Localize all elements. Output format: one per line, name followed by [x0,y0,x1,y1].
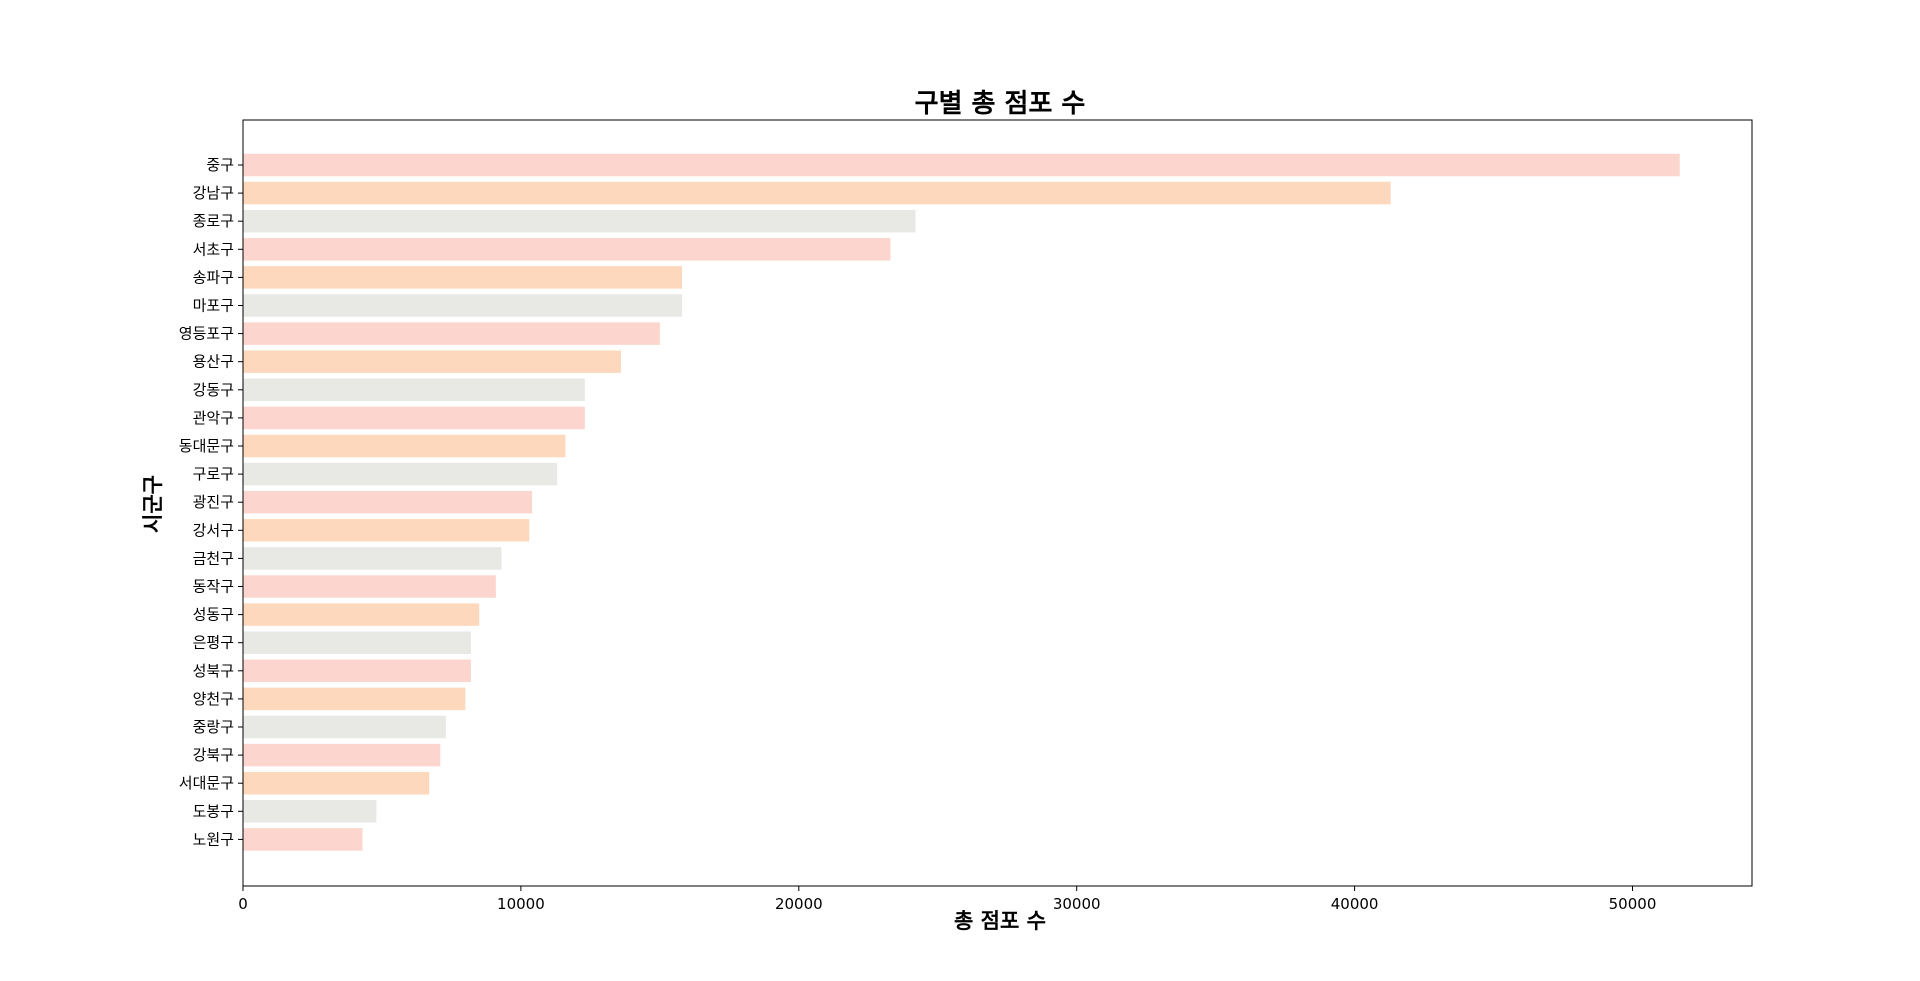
x-axis-label: 총 점포 수 [954,909,1046,933]
x-tick-label: 20000 [775,895,823,913]
category-label: 양천구 [193,690,234,708]
category-label: 노원구 [193,830,234,848]
category-label: 성동구 [193,606,234,624]
bar [243,800,377,823]
bar [243,294,683,317]
bar [243,490,533,514]
bar [243,181,1391,205]
bar [243,687,466,711]
bar [243,603,480,626]
category-label: 서대문구 [179,774,234,792]
bar [243,659,471,683]
category-label: 금천구 [193,549,234,567]
bar [243,828,363,851]
category-label: 은평구 [193,634,234,652]
x-tick-label: 0 [238,895,248,913]
category-label: 동대문구 [179,437,234,455]
category-label: 종로구 [193,212,234,230]
chart-title: 구별 총 점포 수 [915,89,1086,119]
x-tick-label: 40000 [1331,895,1379,913]
category-label: 영등포구 [179,325,234,343]
category-label: 강남구 [193,184,234,202]
category-labels: 중구강남구종로구서초구송파구마포구영등포구용산구강동구관악구동대문구구로구광진구… [179,156,243,848]
bar [243,715,446,739]
x-tick-label: 50000 [1609,895,1657,913]
bar [243,209,916,233]
category-label: 중구 [206,156,234,174]
bar [243,406,585,430]
category-label: 마포구 [193,297,234,315]
bar [243,153,1680,177]
category-label: 강동구 [193,381,234,399]
x-tick-label: 10000 [497,895,545,913]
category-label: 관악구 [193,409,234,427]
category-label: 구로구 [193,465,234,483]
bars-group [243,153,1680,851]
category-label: 도봉구 [193,802,234,820]
bar [243,462,558,486]
category-label: 강서구 [193,521,234,539]
category-label: 성북구 [193,662,234,680]
bar [243,547,502,570]
category-label: 강북구 [193,746,234,764]
category-label: 동작구 [193,578,234,596]
bar [243,238,891,261]
category-label: 서초구 [193,240,234,258]
bar [243,743,441,767]
x-tick-label: 30000 [1053,895,1101,913]
category-label: 중랑구 [193,718,234,736]
bar [243,771,430,795]
bar [243,434,566,458]
category-label: 용산구 [193,353,234,371]
bar [243,322,660,345]
category-label: 송파구 [193,268,234,286]
bar [243,631,471,654]
bar [243,575,496,598]
plot-frame [242,119,1753,887]
bar [243,266,683,289]
y-axis-label: 시군구 [141,475,165,533]
bar [243,350,621,373]
bar [243,378,585,402]
bar [243,519,530,542]
category-label: 광진구 [193,493,234,511]
x-axis-ticks: 0 10000 20000 30000 40000 50000 [238,886,1656,913]
